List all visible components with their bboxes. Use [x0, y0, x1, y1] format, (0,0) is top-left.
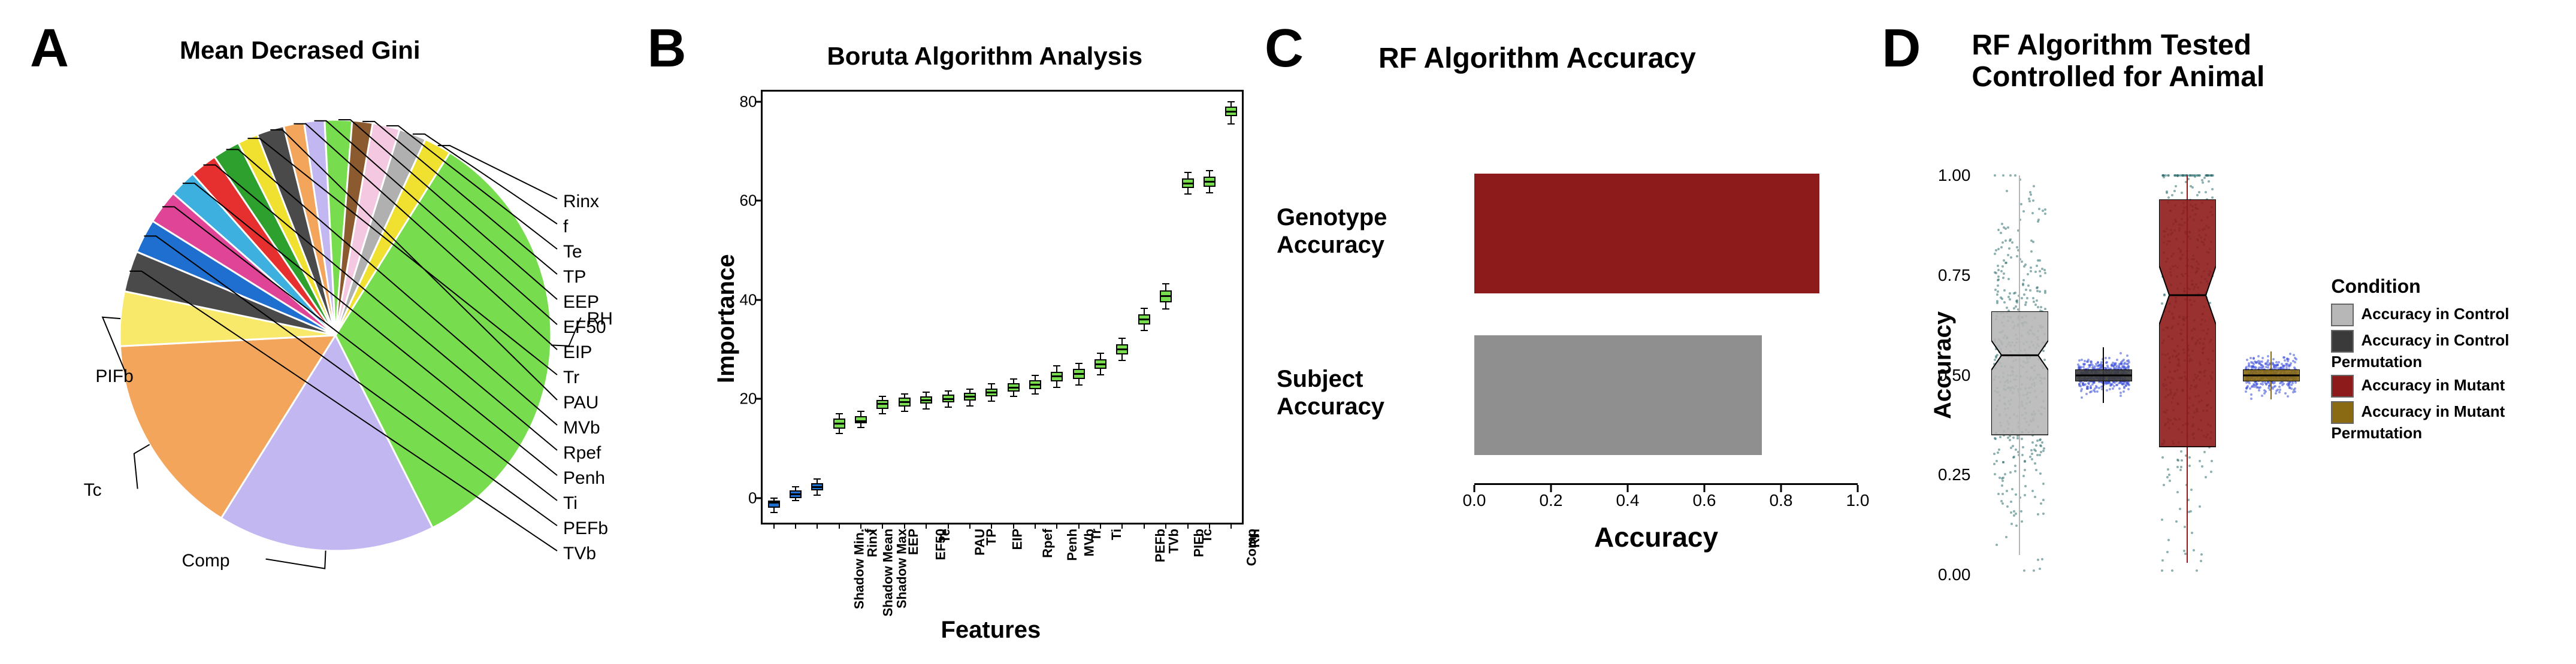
panel-c-xtick: 0.2: [1539, 485, 1562, 510]
accuracy-bar-0: [1474, 174, 1819, 293]
pie-label-eep: EEP: [563, 292, 599, 313]
panel-b-ytick: 40: [740, 290, 763, 309]
accuracy-bar-label-0: Genotype Accuracy: [1277, 204, 1462, 259]
legend-label: Accuracy in Control Permutation: [2331, 331, 2509, 371]
pie-label-eip: EIP: [563, 342, 592, 363]
rf-box-1: [2075, 369, 2132, 381]
panel-b-xtick: TVb: [1166, 529, 1181, 554]
panel-c-label: C: [1265, 18, 1304, 80]
panel-d-ytick: 0.25: [1938, 465, 1978, 484]
legend-swatch: [2331, 375, 2354, 398]
pie-leader: [386, 126, 557, 249]
pie-leader: [162, 207, 557, 501]
rf-tested-plot: 0.000.250.500.751.00: [1978, 156, 2313, 575]
pie-leader: [266, 551, 326, 569]
panel-b-ylabel: Importance: [713, 254, 740, 383]
pie-label-pau: PAU: [563, 393, 598, 413]
panel-b-xtick: Ti: [1109, 529, 1124, 540]
pie-label-ti: Ti: [563, 493, 578, 514]
pie-leader: [134, 444, 150, 489]
panel-d-ylabel: Accuracy: [1930, 311, 1957, 419]
pie-leader: [144, 236, 557, 526]
panel-a: A Mean Decrased Gini RHCompTcPIFbTVbPEFb…: [24, 12, 641, 640]
panel-b-xlabel: Features: [941, 617, 1041, 644]
legend-label: Accuracy in Control: [2361, 305, 2509, 323]
panel-c-xtick: 0.4: [1616, 485, 1639, 510]
panel-c-xlabel: Accuracy: [1594, 521, 1718, 553]
pie-label-tr: Tr: [563, 368, 579, 388]
pie-label-rinx: Rinx: [563, 192, 599, 212]
panel-b-title: Boruta Algorithm Analysis: [827, 42, 1142, 71]
panel-c-xtick: 0.8: [1769, 485, 1792, 510]
panel-b-label: B: [647, 18, 686, 80]
panel-c-xtick: 0.0: [1462, 485, 1486, 510]
panel-b-xtick: Penh: [1065, 529, 1080, 561]
accuracy-bar-plot: Genotype AccuracySubject Accuracy0.00.20…: [1474, 150, 1858, 485]
panel-c-xtick: 1.0: [1846, 485, 1869, 510]
panel-b-xtick: EIP: [1010, 529, 1026, 550]
panel-b-xtick: TP: [984, 529, 999, 545]
pie-leader: [294, 124, 557, 350]
panel-b-xtick: Tr: [1089, 529, 1104, 541]
pie-label-mvb: MVb: [563, 418, 600, 438]
legend-item: Accuracy in Control: [2331, 304, 2552, 326]
panel-b-xtick: f: [862, 529, 878, 533]
pie-label-penh: Penh: [563, 468, 605, 489]
panel-c: C RF Algorithm Accuracy Genotype Accurac…: [1259, 12, 1876, 640]
legend-item: Accuracy in Control Permutation: [2331, 330, 2552, 371]
panel-b-ytick: 20: [740, 390, 763, 408]
legend-label: Accuracy in Mutant Permutation: [2331, 402, 2505, 442]
accuracy-bar-label-1: Subject Accuracy: [1277, 365, 1462, 420]
pie-leader: [129, 271, 557, 551]
pie-leader: [438, 145, 557, 199]
panel-b-ytick: 0: [748, 489, 763, 507]
panel-d-title: RF Algorithm Tested Controlled for Anima…: [1972, 30, 2264, 93]
panel-b: B Boruta Algorithm Analysis 020406080Sha…: [641, 12, 1258, 640]
pie-label-pefb: PEFb: [563, 519, 608, 539]
pie-label-f: f: [563, 217, 568, 237]
legend-title: Condition: [2331, 275, 2552, 298]
pie-label-comp: Comp: [182, 551, 230, 571]
accuracy-bar-1: [1474, 335, 1762, 455]
panel-d-ytick: 0.75: [1938, 266, 1978, 285]
figure: A Mean Decrased Gini RHCompTcPIFbTVbPEFb…: [0, 0, 2576, 652]
panel-c-title: RF Algorithm Accuracy: [1378, 42, 1696, 75]
legend-item: Accuracy in Mutant: [2331, 375, 2552, 398]
rf-box-2: [2159, 199, 2216, 447]
pie-leader: [413, 134, 557, 224]
pie-label-tvb: TVb: [563, 544, 596, 564]
panel-b-xtick: Tc: [1199, 529, 1215, 543]
pie-label-pifb: PIFb: [95, 366, 133, 387]
pie-label-rpef: Rpef: [563, 443, 601, 463]
pie-label-ef50: EF50: [563, 317, 606, 338]
panel-b-xtick: Rpef: [1040, 529, 1056, 558]
boruta-plot: 020406080Shadow Min.Shadow MeanShadow Ma…: [761, 90, 1244, 524]
panel-b-xtick: Te: [938, 529, 953, 543]
rf-box-3: [2243, 369, 2300, 381]
pie-leader: [247, 138, 557, 375]
panel-b-ytick: 60: [740, 192, 763, 210]
pie-leader: [338, 120, 557, 299]
pie-leader: [315, 121, 557, 325]
legend-swatch: [2331, 401, 2354, 424]
pie-leader: [362, 122, 557, 274]
panel-d: D RF Algorithm Tested Controlled for Ani…: [1876, 12, 2552, 640]
pie-label-tp: TP: [563, 267, 586, 287]
legend-swatch: [2331, 330, 2354, 353]
panel-c-xtick: 0.6: [1692, 485, 1716, 510]
panel-d-label: D: [1882, 18, 1921, 80]
panel-d-ytick: 0.00: [1938, 565, 1978, 584]
legend-item: Accuracy in Mutant Permutation: [2331, 401, 2552, 442]
pie-label-te: Te: [563, 242, 582, 262]
legend-label: Accuracy in Mutant: [2361, 376, 2505, 394]
legend-swatch: [2331, 304, 2354, 326]
pie-label-tc: Tc: [84, 480, 102, 501]
panel-b-xtick: EEP: [906, 529, 922, 555]
panel-d-ytick: 1.00: [1938, 166, 1978, 185]
panel-b-ytick: 80: [740, 92, 763, 111]
pie-leaders: [24, 12, 653, 664]
panel-d-legend: Condition Accuracy in Control Accuracy in …: [2331, 275, 2552, 446]
rf-box-0: [1991, 311, 2048, 435]
